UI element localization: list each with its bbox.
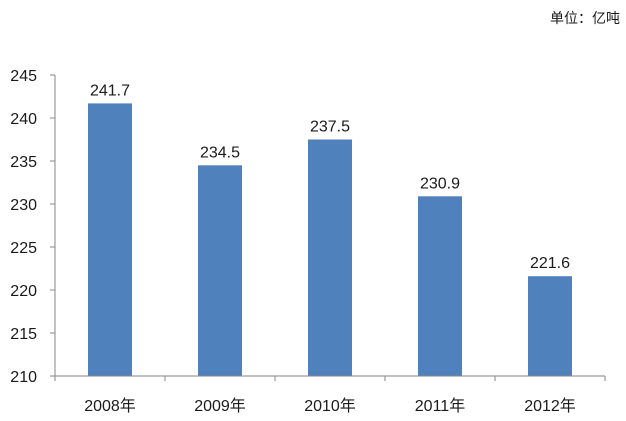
bar-2011年 xyxy=(418,196,462,376)
y-tick-label: 230 xyxy=(10,197,37,214)
y-tick-label: 210 xyxy=(10,369,37,386)
bar-2010年 xyxy=(308,139,352,376)
y-tick-label: 240 xyxy=(10,111,37,128)
x-tick-label: 2010年 xyxy=(304,397,356,415)
y-tick-label: 235 xyxy=(10,154,37,171)
data-labels-group: 241.7 234.5 237.5 230.9 221.6 xyxy=(90,82,570,272)
data-label: 234.5 xyxy=(200,144,240,161)
x-tick-labels-group: 2008年 2009年 2010年 2011年 2012年 xyxy=(84,397,576,415)
x-tick-label: 2009年 xyxy=(194,397,246,415)
data-label: 241.7 xyxy=(90,82,130,99)
y-tick-label: 220 xyxy=(10,283,37,300)
bars-group xyxy=(88,103,572,377)
bar-2008年 xyxy=(88,103,132,377)
y-tick-label: 245 xyxy=(10,68,37,85)
x-tick-label: 2012年 xyxy=(524,397,576,415)
data-label: 221.6 xyxy=(530,255,570,272)
y-tick-labels-group: 210 215 220 225 230 235 240 245 xyxy=(10,68,37,386)
data-label: 230.9 xyxy=(420,175,460,192)
y-tick-label: 225 xyxy=(10,240,37,257)
y-tick-label: 215 xyxy=(10,326,37,343)
x-tick-label: 2008年 xyxy=(84,397,136,415)
bar-2009年 xyxy=(198,165,242,376)
bar-2012年 xyxy=(528,276,572,376)
data-label: 237.5 xyxy=(310,119,350,136)
x-tick-label: 2011年 xyxy=(415,397,465,415)
axes-group xyxy=(50,74,606,381)
unit-label: 单位：亿吨 xyxy=(550,11,620,27)
